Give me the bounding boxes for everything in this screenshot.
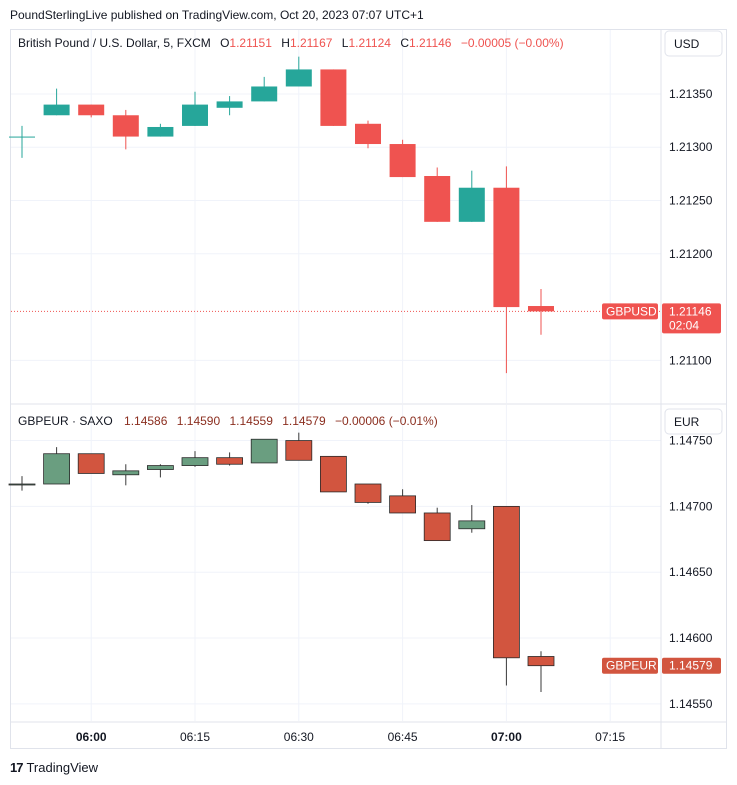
candle-body [251, 86, 278, 102]
y-tick-label: 1.14700 [669, 499, 713, 513]
candle-body [319, 455, 347, 493]
candle-body [181, 457, 209, 466]
legend-o-value: 1.21151 [229, 36, 272, 50]
y-tick-label: 1.14750 [669, 434, 713, 448]
legend-l-value-gbpeur: 1.14559 [230, 414, 274, 428]
y-tick-label: 1.21200 [669, 247, 713, 261]
price-tag-value-gbpusd: 1.21146 [669, 304, 712, 318]
candle-body [458, 520, 486, 530]
price-tag-symbol-gbpeur: GBPEUR [606, 659, 657, 673]
chart-frame [10, 29, 727, 749]
x-tick-label: 06:00 [76, 730, 107, 744]
candle-body [250, 438, 278, 464]
legend-h-value-gbpeur: 1.14590 [177, 414, 221, 428]
legend-gbpeur[interactable]: GBPEUR · SAXO 1.14586 1.14590 1.14559 1.… [18, 414, 438, 428]
candle-body [112, 470, 140, 476]
time-axis[interactable]: 06:00 06:15 06:30 06:45 07:00 07:15 [76, 730, 626, 744]
candle-body [216, 457, 244, 465]
currency-label-eur: EUR [674, 415, 700, 429]
y-tick-label: 1.14550 [669, 697, 713, 711]
x-tick-label: 07:15 [595, 730, 625, 744]
legend-o-value-gbpeur: 1.14586 [124, 414, 168, 428]
legend-symbol-gbpusd: British Pound / U.S. Dollar, 5, FXCM [18, 36, 211, 50]
legend-c-value: 1.21146 [409, 36, 452, 50]
y-tick-label: 1.14650 [669, 565, 713, 579]
candle-body [389, 144, 416, 178]
candles-gbpeur [8, 432, 555, 693]
currency-button-usd[interactable]: USD [664, 30, 723, 57]
price-axis-gbpeur[interactable]: 1.14750 1.14700 1.14650 1.14600 1.14550 [669, 434, 713, 711]
candle-body [216, 101, 243, 108]
candle-body [285, 440, 313, 461]
y-tick-label: 1.21250 [669, 194, 713, 208]
currency-label-usd: USD [674, 37, 700, 51]
candle-body [43, 104, 70, 116]
candle-body [527, 656, 555, 667]
price-tag-gbpeur: GBPEUR 1.14579 [602, 657, 721, 674]
price-tag-gbpusd: GBPUSD 1.21146 02:04 [602, 303, 721, 334]
x-tick-label: 07:00 [491, 730, 522, 744]
candle-body [182, 104, 208, 126]
candle-body [43, 453, 70, 485]
candle-body [77, 453, 105, 474]
x-tick-label: 06:30 [284, 730, 314, 744]
candle-body [528, 306, 554, 312]
currency-button-eur[interactable]: EUR [664, 408, 723, 435]
candle-body [147, 126, 174, 137]
price-tag-value-gbpeur: 1.14579 [669, 659, 713, 673]
candle-body [146, 465, 174, 470]
price-axis-gbpusd[interactable]: 1.21350 1.21300 1.21250 1.21200 1.21100 [669, 87, 713, 367]
candle-body [354, 483, 382, 503]
candle-body [423, 512, 451, 542]
candle-body [9, 136, 35, 138]
candle-body [493, 187, 520, 308]
legend-change-gbpusd: −0.00005 (−0.00%) [461, 36, 564, 50]
x-tick-label: 06:45 [388, 730, 418, 744]
tradingview-logo-icon: 17 [10, 760, 24, 775]
legend-c-label: C [400, 36, 409, 50]
y-tick-label: 1.21300 [669, 140, 713, 154]
tradingview-footer[interactable]: 17 TradingView [10, 760, 98, 775]
y-tick-label: 1.21350 [669, 87, 713, 101]
legend-h-label: H [281, 36, 290, 50]
candle-body [492, 505, 520, 659]
price-tag-symbol-gbpusd: GBPUSD [606, 304, 657, 318]
legend-gbpusd[interactable]: British Pound / U.S. Dollar, 5, FXCM O1.… [18, 36, 564, 50]
legend-l-label: L [342, 36, 349, 50]
candles-gbpusd [9, 56, 554, 374]
candle-body [458, 187, 485, 222]
legend-h-value: 1.21167 [290, 36, 333, 50]
legend-c-value-gbpeur: 1.14579 [282, 414, 326, 428]
candle-body [389, 495, 417, 514]
legend-l-value: 1.21124 [348, 36, 391, 50]
legend-o-label: O [220, 36, 229, 50]
legend-change-gbpeur: −0.00006 (−0.01%) [335, 414, 438, 428]
candle-body [424, 176, 451, 222]
candle-body [112, 115, 139, 137]
x-tick-label: 06:15 [180, 730, 210, 744]
candle-body [8, 483, 36, 486]
legend-symbol-gbpeur: GBPEUR · SAXO [18, 414, 113, 428]
y-tick-label: 1.21100 [669, 353, 712, 367]
candle-body [320, 69, 347, 126]
tradingview-brand: TradingView [26, 760, 99, 775]
y-tick-label: 1.14600 [669, 631, 713, 645]
price-tag-countdown: 02:04 [669, 318, 699, 332]
candle-body [285, 69, 312, 87]
candle-body [78, 104, 105, 116]
grid-bottom [11, 405, 661, 721]
candle-body [355, 123, 381, 145]
published-caption: PoundSterlingLive published on TradingVi… [10, 8, 424, 22]
